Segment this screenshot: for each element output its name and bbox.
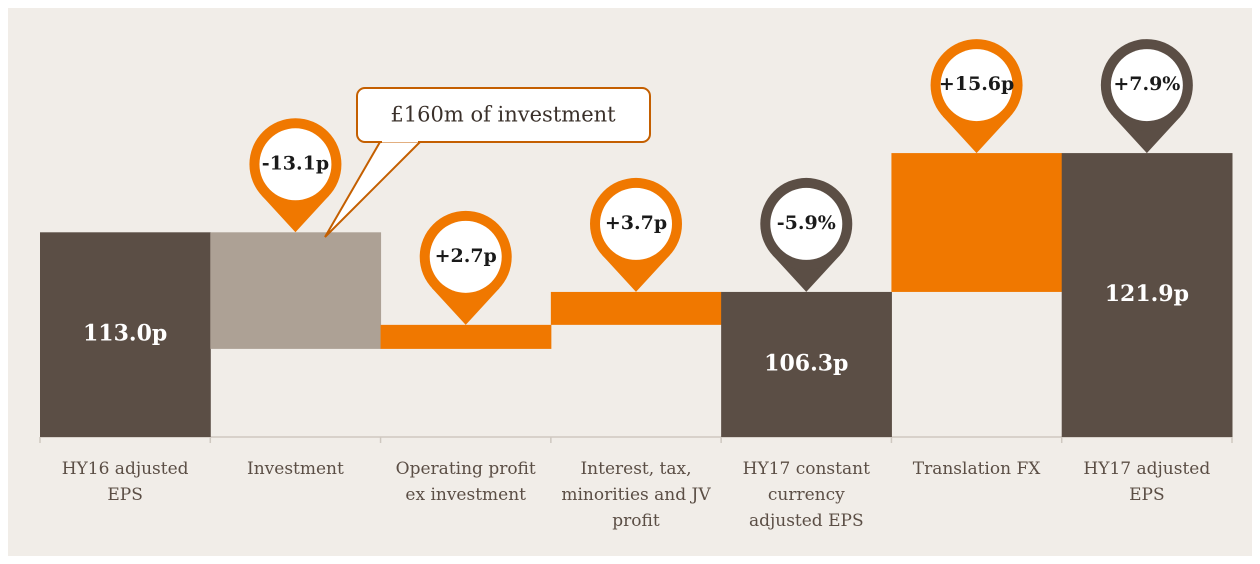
bar (1061, 153, 1233, 437)
pin-face (770, 187, 843, 260)
x-tick-label: Translation FX (912, 459, 1041, 479)
pin-label: -5.9% (777, 212, 836, 234)
pin-label: +15.6p (939, 73, 1014, 95)
bar (210, 232, 382, 349)
bar (40, 232, 211, 437)
bar (380, 324, 552, 349)
pin-label: +3.7p (605, 212, 667, 234)
x-tick-label: Interest, tax, minorities and JV profit (561, 459, 711, 531)
pin-label: +2.7p (435, 245, 497, 267)
callout-text: £160m of investment (390, 103, 616, 127)
pin-face (429, 220, 502, 293)
x-tick-label: Investment (246, 459, 344, 479)
x-tick-label: HY17 constant currency adjusted EPS (742, 459, 870, 531)
bar-value-label: 113.0p (83, 321, 167, 347)
pin-label: -13.1p (262, 152, 329, 174)
bar-value-label: 121.9p (1105, 281, 1189, 307)
bar (891, 153, 1063, 292)
x-tick-label: Operating profit ex investment (395, 459, 536, 505)
bar-value-label: 106.3p (764, 350, 848, 376)
bar (550, 291, 722, 325)
callout-box (356, 87, 651, 143)
pin-label: +7.9% (1113, 73, 1180, 95)
pin-face (940, 49, 1013, 122)
callout-tail (324, 141, 421, 238)
pin-face (1110, 49, 1183, 122)
x-tick-label: HY16 adjusted EPS (61, 459, 189, 505)
pin-face (600, 187, 672, 260)
bar (721, 291, 892, 437)
x-tick-label: HY17 adjusted EPS (1083, 459, 1211, 505)
pin-face (259, 128, 332, 201)
